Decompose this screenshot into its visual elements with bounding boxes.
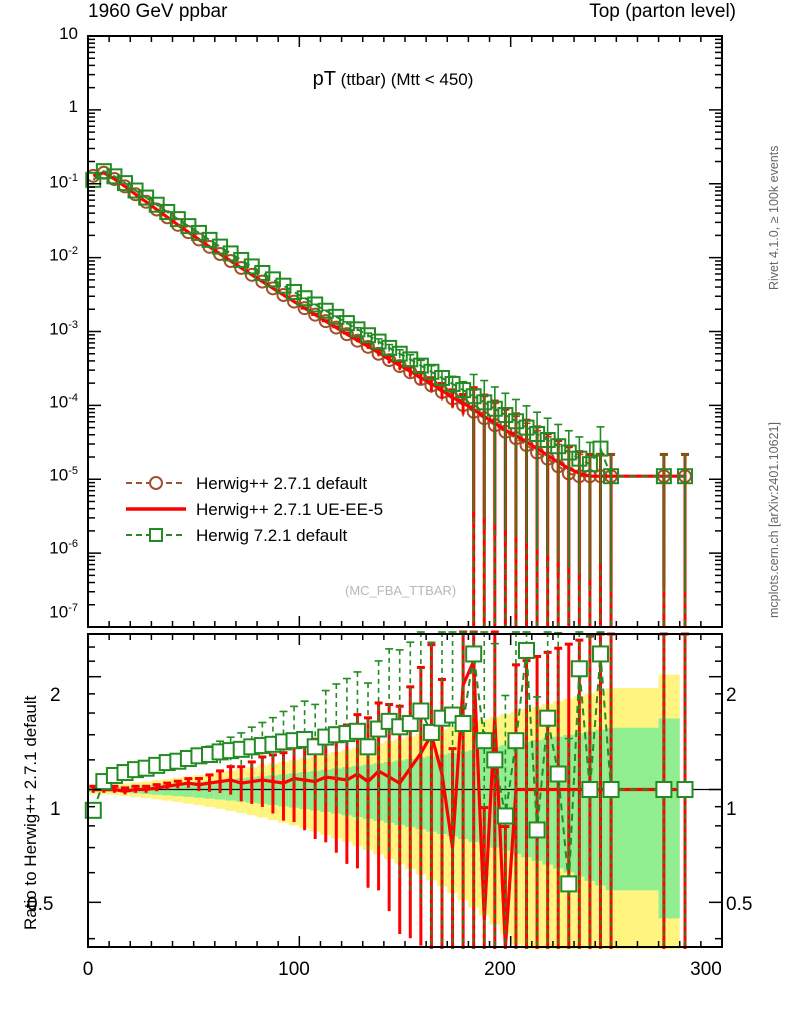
- ratio-marker-square: [507, 732, 525, 750]
- ratio-marker-square: [465, 645, 483, 663]
- marker-circle: [287, 294, 302, 309]
- ratio-line: [93, 660, 685, 948]
- ytick-1em4: 10-4: [49, 392, 78, 412]
- xtick-200: 200: [484, 959, 516, 980]
- legend-swatch-dashed-square: [126, 528, 186, 542]
- marker-circle: [255, 274, 270, 289]
- ratio-marker-square: [560, 875, 578, 893]
- xtick-300: 300: [690, 959, 722, 980]
- legend-item-0[interactable]: Herwig++ 2.7.1 default: [126, 470, 383, 496]
- ratio-marker-square: [591, 645, 609, 663]
- marker-square: [381, 339, 398, 356]
- marker-square: [655, 468, 672, 485]
- ratio-series-herwig-7-2-1-default: [84, 631, 694, 949]
- ratio-ytick-05-right: 0.5: [726, 894, 753, 915]
- header-right: Top (parton level): [589, 1, 736, 22]
- ratio-marker-square: [549, 765, 567, 783]
- marker-circle: [308, 307, 323, 322]
- marker-square: [571, 450, 588, 467]
- marker-square: [677, 468, 694, 485]
- ratio-marker-square: [475, 732, 493, 750]
- ratio-marker-square: [581, 781, 599, 799]
- ratio-marker-square: [496, 807, 514, 825]
- marker-square: [433, 369, 450, 386]
- ratio-marker-square: [454, 715, 472, 733]
- ytick-1em1: 10-1: [49, 172, 78, 192]
- plot-title-main: pT: [312, 68, 336, 90]
- ratio-marker-square: [401, 715, 419, 733]
- plot-title-sub: (ttbar) (Mtt < 450): [335, 70, 474, 89]
- band-inner-segment: [605, 727, 659, 891]
- ratio-marker-square: [676, 781, 694, 799]
- marker-circle: [329, 320, 344, 335]
- marker-circle: [276, 287, 291, 302]
- legend-swatch-solid: [126, 507, 186, 511]
- legend: Herwig++ 2.7.1 default Herwig++ 2.7.1 UE…: [126, 470, 383, 548]
- watermark: (MC_FBA_TTBAR): [345, 583, 457, 598]
- legend-item-1[interactable]: Herwig++ 2.7.1 UE-EE-5: [126, 496, 383, 522]
- ratio-marker-square: [422, 723, 440, 741]
- xtick-100: 100: [278, 959, 310, 980]
- ytick-1: 1: [68, 97, 78, 116]
- ratio-marker-square: [655, 781, 673, 799]
- xtick-0: 0: [82, 959, 94, 980]
- ratio-marker-square: [602, 781, 620, 799]
- ratio-marker-square: [518, 641, 536, 659]
- marker-square: [603, 468, 620, 485]
- ratio-marker-square: [486, 751, 504, 769]
- marker-circle: [339, 327, 354, 342]
- ratio-ytick-05-left: 0.5: [27, 894, 54, 915]
- legend-item-2[interactable]: Herwig 7.2.1 default: [126, 522, 383, 548]
- ratio-ytick-1-left: 1: [50, 799, 61, 820]
- marker-square: [349, 321, 366, 338]
- ratio-ytick-2-right: 2: [726, 685, 737, 706]
- ratio-marker-square: [528, 821, 546, 839]
- header-left: 1960 GeV ppbar: [88, 1, 228, 22]
- legend-swatch-dashed-circle: [126, 476, 186, 490]
- marker-square: [95, 163, 112, 180]
- ytick-1em5: 10-5: [49, 465, 78, 485]
- ratio-marker-square: [539, 709, 557, 727]
- ytick-1em2: 10-2: [49, 245, 78, 265]
- ratio-marker-square: [359, 738, 377, 756]
- legend-label-2: Herwig 7.2.1 default: [196, 525, 348, 545]
- marker-circle: [297, 301, 312, 316]
- marker-circle: [318, 314, 333, 329]
- ytick-1em3: 10-3: [49, 319, 78, 339]
- marker-square: [581, 456, 598, 473]
- ratio-marker-square: [348, 722, 366, 740]
- legend-label-1: Herwig++ 2.7.1 UE-EE-5: [196, 499, 384, 519]
- series-herwig-7-2-1-default: [85, 163, 694, 627]
- marker-circle: [350, 333, 365, 348]
- ytick-10: 10: [59, 24, 78, 43]
- marker-circle: [265, 281, 280, 296]
- ratio-ytick-2-left: 2: [50, 685, 61, 706]
- ratio-marker-square: [570, 660, 588, 678]
- ytick-1em7: 10-7: [49, 602, 78, 622]
- marker-circle: [244, 267, 259, 282]
- marker-circle: [361, 339, 376, 354]
- legend-label-0: Herwig++ 2.7.1 default: [196, 473, 368, 493]
- ytick-1em6: 10-6: [49, 538, 78, 558]
- series-line: [92, 170, 685, 478]
- main-panel-frame: [87, 35, 723, 628]
- marker-square: [391, 345, 408, 362]
- marker-square: [592, 440, 609, 457]
- ratio-ytick-1-right: 1: [726, 799, 737, 820]
- ratio-marker-square: [412, 702, 430, 720]
- band-inner-segment: [658, 718, 680, 919]
- plot-title: pT (ttbar) (Mtt < 450): [0, 68, 786, 91]
- series-line: [92, 170, 685, 478]
